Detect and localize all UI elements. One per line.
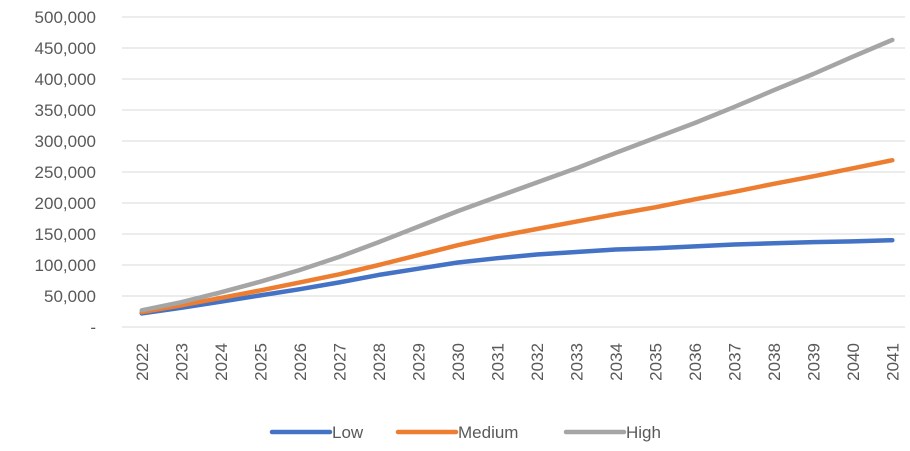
x-tick-label: 2033 xyxy=(567,343,586,381)
x-tick-label: 2031 xyxy=(488,343,507,381)
y-tick-label: 250,000 xyxy=(35,163,96,182)
y-tick-label: 200,000 xyxy=(35,194,96,213)
x-tick-label: 2034 xyxy=(607,343,626,381)
x-tick-label: 2032 xyxy=(528,343,547,381)
x-tick-label: 2037 xyxy=(725,343,744,381)
series-lines xyxy=(139,37,895,316)
x-tick-label: 2024 xyxy=(212,343,231,381)
y-tick-label: 450,000 xyxy=(35,39,96,58)
y-tick-label: 300,000 xyxy=(35,132,96,151)
x-axis-tick-labels: 2022 2023 2024 2025 2026 2027 2028 2029 2030 2031… xyxy=(133,343,903,381)
y-axis-tick-labels: - 50,000 100,000 150,000 200,000 250,000 300,0… xyxy=(35,8,96,337)
legend: Low Medium High xyxy=(269,423,661,442)
y-tick-label: - xyxy=(90,318,96,337)
x-tick-label: 2040 xyxy=(844,343,863,381)
gridlines xyxy=(122,16,905,328)
x-tick-label: 2039 xyxy=(804,343,823,381)
series-line-low xyxy=(139,237,895,316)
y-tick-label: 350,000 xyxy=(35,101,96,120)
x-tick-label: 2025 xyxy=(251,343,270,381)
x-tick-label: 2038 xyxy=(765,343,784,381)
series-line-medium xyxy=(139,157,895,315)
series-line-high xyxy=(139,37,895,313)
x-tick-label: 2022 xyxy=(133,343,152,381)
y-tick-label: 500,000 xyxy=(35,8,96,27)
legend-label-low: Low xyxy=(332,423,364,442)
x-tick-label: 2026 xyxy=(291,343,310,381)
x-tick-label: 2023 xyxy=(172,343,191,381)
x-tick-label: 2036 xyxy=(686,343,705,381)
y-tick-label: 100,000 xyxy=(35,256,96,275)
x-tick-label: 2027 xyxy=(330,343,349,381)
y-tick-label: 150,000 xyxy=(35,225,96,244)
y-tick-label: 50,000 xyxy=(44,287,96,306)
legend-label-medium: Medium xyxy=(458,423,518,442)
x-tick-label: 2041 xyxy=(883,343,902,381)
y-tick-label: 400,000 xyxy=(35,70,96,89)
x-tick-label: 2029 xyxy=(409,343,428,381)
x-tick-label: 2035 xyxy=(646,343,665,381)
x-tick-label: 2028 xyxy=(370,343,389,381)
x-tick-label: 2030 xyxy=(449,343,468,381)
legend-label-high: High xyxy=(626,423,661,442)
